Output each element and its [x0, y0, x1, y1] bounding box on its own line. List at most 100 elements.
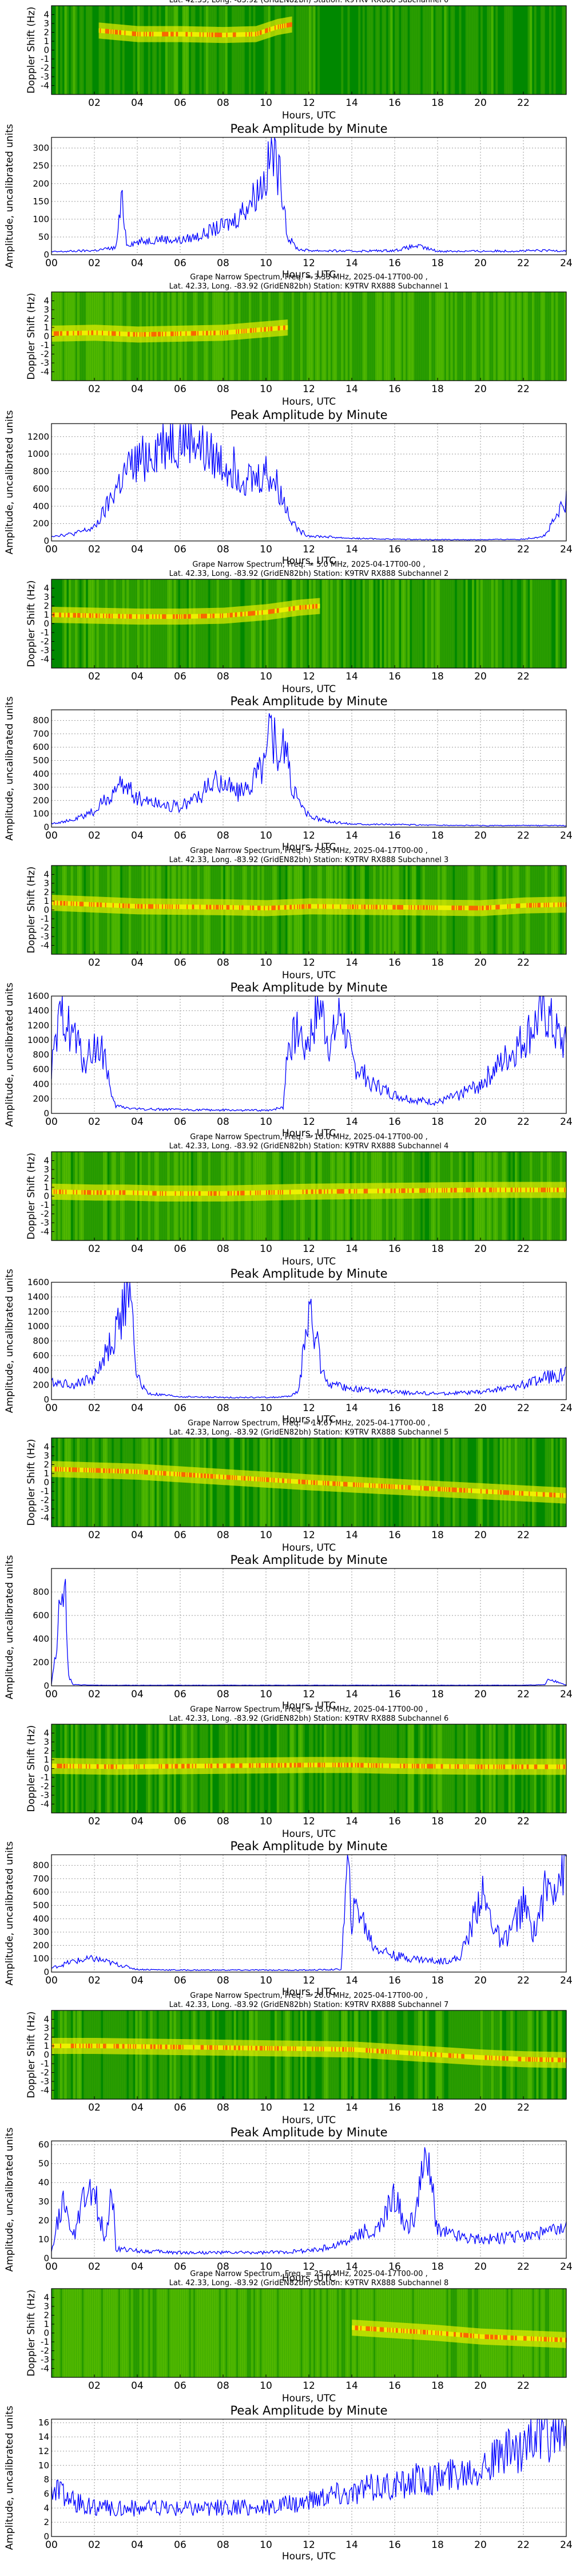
chart4-trace-core	[122, 614, 124, 619]
chart8-trace-core	[267, 1190, 269, 1195]
chart8-trace-core	[449, 1188, 451, 1193]
chart8-trace-core	[471, 1187, 472, 1192]
chart4-trace-core	[308, 605, 309, 610]
chart0-trace-core	[282, 23, 284, 29]
chart6-trace-core	[399, 904, 401, 910]
chart2-col	[562, 292, 565, 381]
chart8-trace-core	[466, 1187, 468, 1192]
chart4-ytick-label: -4	[41, 654, 49, 665]
chart4-col	[281, 579, 284, 668]
chart6-trace-core	[239, 905, 241, 910]
chart8-trace-core	[324, 1189, 325, 1194]
chart8-trace-core	[462, 1187, 464, 1192]
chart6-trace-core	[427, 905, 428, 910]
chart4-trace-core	[258, 610, 260, 615]
chart9-xtick-label: 22	[517, 1402, 530, 1414]
chart6-trace-core	[558, 902, 559, 907]
chart4-xtick-label: 04	[131, 671, 144, 682]
chart5-series-line	[51, 713, 567, 827]
chart7-xtick-label: 04	[131, 1116, 144, 1128]
chart8-trace-core	[292, 1190, 293, 1195]
chart8-title-line1: Grape Narrow Spectrum, Freq. = 10.0 MHz,…	[190, 1133, 427, 1141]
chart3-ylabel: Amplitude, uncalibrated units	[4, 410, 15, 554]
chart4-trace-core	[144, 614, 145, 619]
chart0-ytick-label: -1	[41, 54, 49, 64]
chart6-trace-core	[410, 905, 411, 910]
chart8-trace-core	[422, 1188, 424, 1193]
chart2-trace-core	[133, 332, 135, 337]
chart8-trace-core	[233, 1191, 236, 1196]
chart6-trace-core	[445, 905, 447, 910]
chart6-trace-core	[333, 904, 335, 909]
chart8-trace-core	[65, 1190, 67, 1195]
chart8-trace-core	[481, 1187, 483, 1192]
chart6-trace-core	[534, 903, 536, 908]
chart4-trace-core	[168, 614, 170, 619]
chart2-trace-core	[134, 332, 136, 337]
chart4-col	[347, 579, 350, 668]
chart8-trace-core	[124, 1190, 126, 1195]
chart2-col	[487, 292, 490, 381]
chart6-trace-core	[243, 905, 245, 910]
chart8-trace-core	[395, 1188, 398, 1194]
chart8-trace-core	[362, 1188, 364, 1194]
chart0-col	[353, 6, 357, 94]
chart0-xtick-label: 08	[217, 97, 229, 109]
chart4-spectrum	[51, 579, 567, 668]
chart10-col	[116, 1438, 118, 1527]
chart4-trace-core	[112, 614, 114, 619]
chart6-trace-core	[493, 905, 495, 910]
chart4-col	[257, 579, 260, 668]
chart7-xtick-label: 00	[45, 1116, 58, 1128]
chart4-trace-core	[309, 604, 312, 609]
chart6-trace-core	[169, 904, 171, 909]
chart2-trace-core	[181, 331, 183, 336]
chart6-trace-core	[225, 904, 227, 910]
chart0-col	[382, 6, 384, 94]
chart3-xtick-label: 04	[131, 544, 144, 555]
chart8-trace-core	[364, 1188, 367, 1194]
chart0-col	[214, 6, 217, 94]
chart4-trace-core	[271, 609, 273, 614]
chart2-ytick-label: 2	[43, 314, 49, 324]
chart4-col	[358, 579, 361, 668]
chart6-trace-core	[220, 904, 222, 910]
chart6-trace-core	[336, 904, 339, 909]
chart4-trace-core	[252, 611, 254, 616]
chart8-trace-core	[536, 1187, 538, 1192]
chart0-trace-core	[242, 32, 244, 37]
chart6-trace-core	[256, 906, 258, 911]
chart0-trace-core	[199, 32, 201, 37]
chart8-trace-core	[155, 1191, 157, 1196]
chart6-trace-core	[470, 906, 471, 911]
chart8-trace-core	[288, 1190, 291, 1195]
chart4-trace-core	[141, 614, 144, 619]
chart0-col	[144, 6, 146, 94]
chart8-trace-core	[146, 1191, 148, 1196]
chart4-trace-core	[93, 613, 95, 618]
chart0-col	[58, 6, 61, 94]
chart6-trace-core	[522, 903, 524, 908]
chart4-col	[484, 579, 487, 668]
chart0-col	[502, 6, 505, 94]
chart4-trace-core	[107, 614, 109, 619]
chart0-col	[244, 6, 247, 94]
chart0-col	[427, 6, 430, 94]
chart6-trace-core	[353, 904, 356, 910]
chart0-trace-core	[185, 31, 188, 37]
chart8-trace-core	[151, 1191, 153, 1196]
chart4-trace-core	[248, 611, 249, 616]
chart2-trace-core	[106, 331, 108, 336]
chart6-trace-core	[103, 902, 105, 907]
chart8-trace-core	[94, 1190, 96, 1195]
chart2-trace-core	[237, 329, 239, 334]
chart6-trace-core	[401, 904, 403, 910]
chart0-col	[238, 6, 241, 94]
chart0-col	[259, 6, 263, 94]
chart2-trace-core	[91, 330, 93, 335]
chart6-trace-core	[421, 905, 423, 910]
chart2-trace-core	[254, 327, 256, 333]
chart6-trace-core	[162, 904, 164, 909]
chart0-col	[77, 6, 80, 94]
